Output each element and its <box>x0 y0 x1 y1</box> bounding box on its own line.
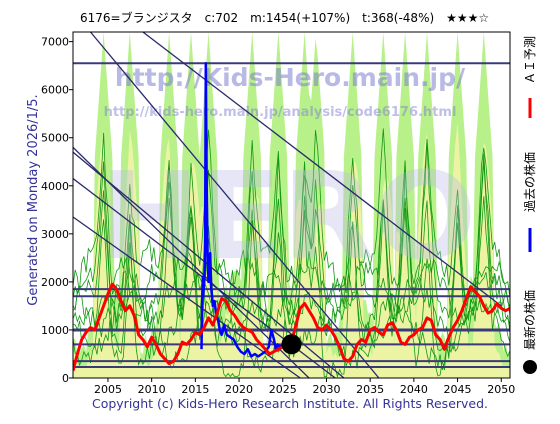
trend-line <box>73 216 301 378</box>
watermark: HERO http://Kids-Hero.main.jp/ http://ki… <box>100 63 477 287</box>
x-tick-label: 2005 <box>94 383 122 396</box>
scenario-line <box>73 290 510 374</box>
chart-title: 6176=ブランジスタ c:702 m:1454(+107%) t:368(-4… <box>80 10 489 25</box>
y-tick-label: 0 <box>62 372 69 385</box>
watermark-path: http://kids-hero.main.jp/analysis/code61… <box>104 105 457 120</box>
x-tick-label: 2045 <box>444 383 472 396</box>
trend-line <box>142 32 502 307</box>
y-tick-label: 7000 <box>41 36 69 49</box>
x-tick-label: 2015 <box>181 383 209 396</box>
plot-frame <box>72 31 511 379</box>
price-series <box>73 61 510 372</box>
generated-label: Generated on Monday 2026/1/5. <box>26 94 41 305</box>
y-tick-label: 5000 <box>41 132 69 145</box>
y-axis: 0 1000 2000 3000 4000 5000 6000 7000 <box>41 36 73 385</box>
y-tick-label: 1000 <box>41 324 69 337</box>
copyright-footer: Copyright (c) Kids-Hero Research Institu… <box>92 396 488 411</box>
x-axis: 2005 2010 2015 2020 2025 2030 2035 2040 2045 2050 <box>94 378 515 396</box>
x-tick-label: 2020 <box>225 383 253 396</box>
scenario-line <box>73 269 510 351</box>
y-tick-label: 4000 <box>41 180 69 193</box>
x-tick-label: 2025 <box>269 383 297 396</box>
y-tick-label: 2000 <box>41 276 69 289</box>
scenario-line <box>73 249 510 327</box>
x-tick-label: 2010 <box>138 383 166 396</box>
y-tick-label: 3000 <box>41 228 69 241</box>
x-tick-label: 2040 <box>400 383 428 396</box>
legend-ai-label: ＡＩ予測 <box>523 36 537 84</box>
watermark-big: HERO <box>100 148 477 287</box>
historical-price-line <box>200 61 291 358</box>
x-tick-label: 2030 <box>312 383 340 396</box>
trend-line <box>89 32 380 378</box>
x-tick-label: 2050 <box>487 383 515 396</box>
legend-latest-swatch <box>523 360 537 374</box>
x-tick-label: 2035 <box>356 383 384 396</box>
y-tick-label: 6000 <box>41 84 69 97</box>
watermark-url: http://Kids-Hero.main.jp/ <box>115 63 466 92</box>
scenario-line <box>73 196 510 378</box>
legend-latest-label: 最新の株価 <box>522 290 537 350</box>
scenario-line <box>73 128 510 316</box>
latest-price-marker <box>281 334 302 355</box>
legend-history-label: 過去の株価 <box>522 152 537 212</box>
